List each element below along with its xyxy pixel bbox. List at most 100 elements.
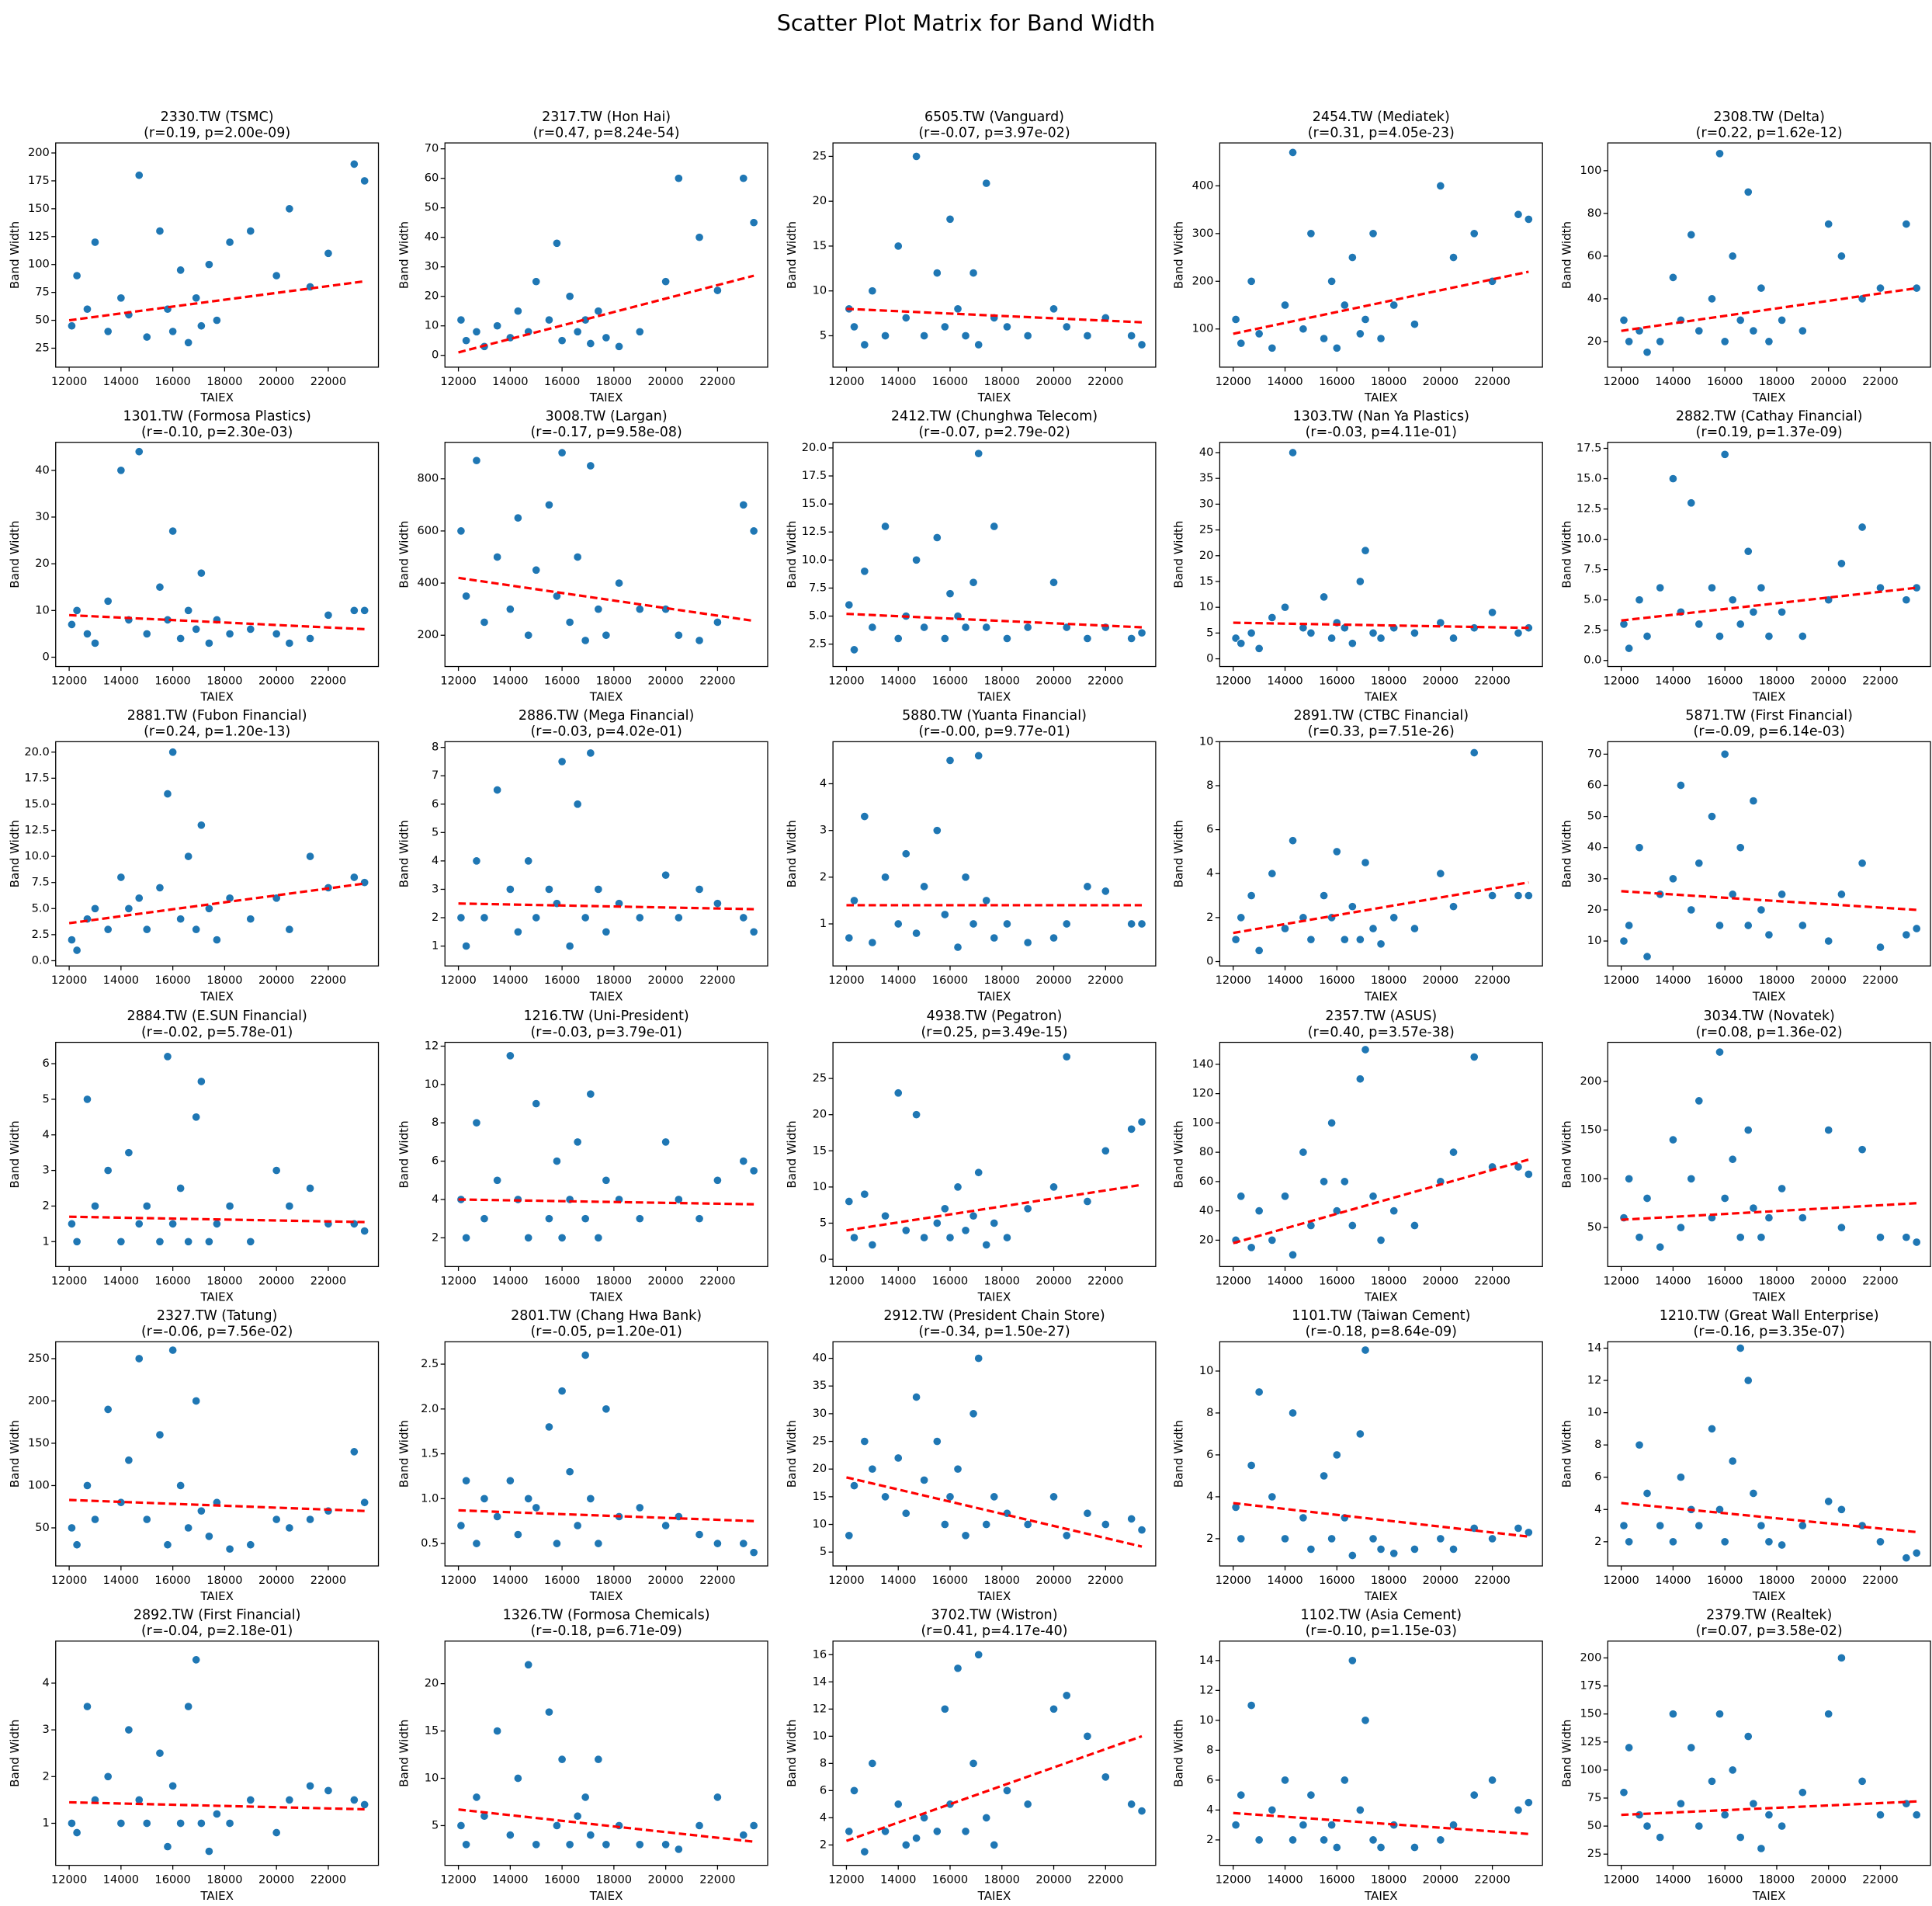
scatter-point xyxy=(901,1840,911,1850)
scatter-point xyxy=(1237,639,1246,648)
scatter-point xyxy=(893,1800,903,1809)
scatter-point xyxy=(594,884,603,894)
scatter-point xyxy=(1348,639,1357,648)
x-axis-label: TAIEX xyxy=(589,1290,623,1304)
subplot-subtitle: (r=-0.10, p=2.30e-03) xyxy=(141,425,293,440)
figure-title: Scatter Plot Matrix for Band Width xyxy=(777,10,1156,36)
scatter-point xyxy=(1247,276,1256,286)
scatter-point xyxy=(461,1840,471,1849)
scatter-point xyxy=(1062,322,1071,332)
scatter-point xyxy=(176,634,186,644)
scatter-point xyxy=(1857,1145,1867,1154)
subplot-subtitle: (r=0.33, p=7.51e-26) xyxy=(1308,724,1455,740)
y-tick-label: 25 xyxy=(1587,1847,1602,1860)
scatter-point xyxy=(1127,1514,1136,1524)
y-tick-label: 2.0 xyxy=(421,1402,439,1415)
scatter-point xyxy=(557,1755,567,1764)
x-tick-label: 12000 xyxy=(1603,974,1639,987)
y-tick-label: 4 xyxy=(820,1811,827,1824)
x-tick-label: 14000 xyxy=(880,1873,916,1887)
scatter-point xyxy=(1656,1832,1665,1842)
scatter-point xyxy=(1749,1488,1758,1498)
scatter-point xyxy=(1137,340,1146,349)
y-tick-label: 20.0 xyxy=(24,745,49,759)
scatter-point xyxy=(573,1137,582,1147)
scatter-point xyxy=(602,1840,611,1849)
scatter-point xyxy=(1023,1204,1032,1213)
x-tick-label: 14000 xyxy=(1655,675,1691,688)
scatter-point xyxy=(324,1506,333,1515)
scatter-point xyxy=(246,1795,255,1805)
regression-line xyxy=(458,1508,754,1522)
regression-line xyxy=(458,902,754,911)
scatter-point xyxy=(1757,1233,1766,1242)
x-axis-label: TAIEX xyxy=(977,989,1011,1003)
scatter-point xyxy=(901,1226,911,1235)
scatter-point xyxy=(1127,634,1136,644)
subplot-title: 2412.TW (Chunghwa Telecom) xyxy=(891,408,1098,424)
scatter-point xyxy=(1902,595,1911,605)
y-tick-label: 20.0 xyxy=(802,441,827,454)
x-tick-label: 14000 xyxy=(103,1873,139,1887)
scatter-point xyxy=(1469,229,1479,238)
x-tick-label: 20000 xyxy=(1423,1274,1459,1287)
scatter-point xyxy=(544,1214,554,1224)
y-tick-label: 20 xyxy=(425,290,439,303)
x-axis-label: TAIEX xyxy=(1752,989,1786,1003)
y-tick-label: 0.0 xyxy=(32,953,50,967)
scatter-point xyxy=(1707,1776,1717,1786)
subplot: 5871.TW (First Financial)(r=-0.09, p=6.1… xyxy=(1559,708,1931,1003)
scatter-point xyxy=(324,610,333,620)
scatter-point xyxy=(1247,891,1256,901)
scatter-point xyxy=(544,884,554,894)
y-tick-label: 75 xyxy=(35,286,50,299)
scatter-point xyxy=(82,1702,92,1711)
x-tick-label: 12000 xyxy=(51,675,87,688)
scatter-point xyxy=(1368,229,1378,238)
scatter-point xyxy=(845,1827,854,1836)
x-tick-label: 18000 xyxy=(984,1873,1020,1887)
y-tick-label: 3 xyxy=(432,882,439,895)
scatter-point xyxy=(360,878,369,887)
y-tick-label: 20 xyxy=(813,1108,827,1121)
subplot: 2881.TW (Fubon Financial)(r=0.24, p=1.20… xyxy=(8,708,380,1003)
scatter-point xyxy=(860,340,869,349)
scatter-point xyxy=(1280,1534,1290,1543)
scatter-point xyxy=(493,1512,502,1522)
scatter-point xyxy=(142,1515,151,1524)
scatter-point xyxy=(246,1237,255,1246)
scatter-point xyxy=(845,1531,854,1540)
scatter-point xyxy=(581,636,590,645)
y-tick-label: 800 xyxy=(417,472,439,485)
x-axis-label: TAIEX xyxy=(977,690,1011,704)
x-tick-label: 22000 xyxy=(1862,375,1898,388)
scatter-point xyxy=(1676,780,1686,790)
x-tick-label: 16000 xyxy=(932,675,968,688)
scatter-point xyxy=(184,1237,193,1246)
scatter-point xyxy=(305,1183,315,1193)
x-axis-label: TAIEX xyxy=(589,1589,623,1603)
y-tick-label: 1 xyxy=(43,1234,50,1248)
axes-frame xyxy=(1219,1341,1543,1567)
scatter-point xyxy=(155,1430,165,1439)
x-tick-label: 22000 xyxy=(1087,1274,1123,1287)
x-tick-label: 18000 xyxy=(596,675,632,688)
scatter-point xyxy=(1355,577,1365,586)
scatter-point xyxy=(749,1166,758,1175)
x-tick-label: 18000 xyxy=(1371,375,1407,388)
scatter-point xyxy=(1764,1213,1774,1223)
scatter-point xyxy=(225,238,234,247)
scatter-point xyxy=(661,1137,671,1147)
axes-frame xyxy=(1607,442,1931,668)
x-tick-label: 14000 xyxy=(103,1274,139,1287)
scatter-point xyxy=(1083,1196,1092,1206)
scatter-point xyxy=(1635,1233,1644,1242)
scatter-point xyxy=(695,233,704,242)
y-tick-label: 30 xyxy=(35,510,50,523)
scatter-point xyxy=(674,630,683,640)
x-tick-label: 22000 xyxy=(1474,1574,1510,1587)
scatter-point xyxy=(849,896,859,905)
scatter-point xyxy=(472,1539,481,1548)
scatter-point xyxy=(472,456,481,465)
x-tick-label: 20000 xyxy=(258,1274,294,1287)
